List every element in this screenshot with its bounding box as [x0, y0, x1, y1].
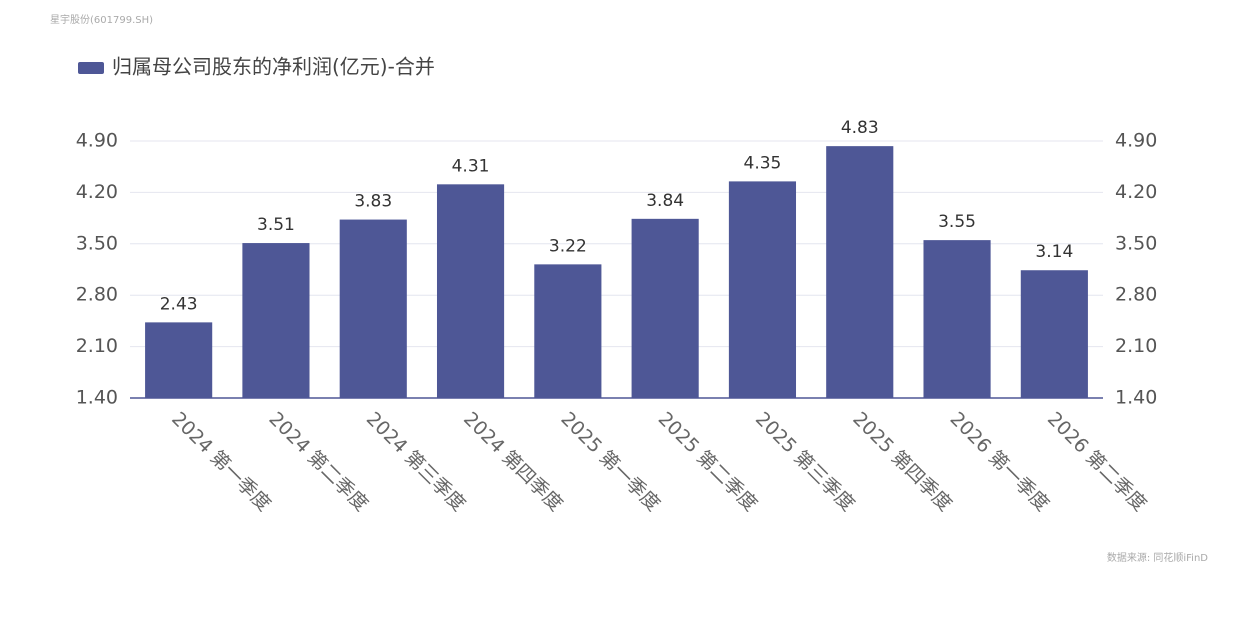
y2-tick-label: 1.40: [1115, 387, 1157, 409]
x-tick-label: 2024 第一季度: [167, 408, 275, 516]
legend-label: 归属母公司股东的净利润(亿元)-合并: [112, 55, 435, 79]
value-label: 3.14: [1035, 242, 1073, 262]
bar: [728, 181, 797, 398]
bar: [145, 322, 213, 398]
value-label: 4.31: [452, 156, 490, 176]
bar: [631, 218, 699, 398]
x-tick-label: 2025 第三季度: [751, 408, 859, 516]
x-tick-label: 2025 第四季度: [848, 408, 956, 516]
x-tick-label: 2024 第三季度: [362, 408, 470, 516]
x-tick-label: 2024 第二季度: [265, 408, 373, 516]
y-tick-label: 2.80: [76, 284, 118, 306]
x-tick-label: 2026 第一季度: [946, 408, 1054, 516]
value-label: 3.22: [549, 236, 587, 256]
value-label: 3.83: [354, 192, 392, 212]
y2-tick-label: 2.10: [1115, 335, 1157, 357]
legend-swatch: [78, 62, 104, 74]
value-label: 3.84: [646, 191, 684, 211]
x-tick-label: 2026 第二季度: [1043, 408, 1151, 516]
x-tick-label: 2025 第二季度: [654, 408, 762, 516]
bar: [826, 146, 894, 398]
x-tick-label: 2025 第一季度: [556, 408, 664, 516]
y-tick-label: 3.50: [76, 232, 118, 254]
y2-tick-label: 4.90: [1115, 130, 1157, 152]
value-label: 4.83: [841, 118, 879, 138]
bar: [242, 243, 310, 398]
value-label: 4.35: [744, 153, 782, 173]
y-tick-label: 2.10: [76, 335, 118, 357]
bar: [923, 240, 991, 398]
bar: [339, 219, 407, 398]
y-tick-label: 1.40: [76, 387, 118, 409]
footnote: 数据来源: 同花顺iFinD: [1107, 551, 1208, 564]
value-label: 2.43: [160, 294, 198, 314]
bar: [436, 184, 505, 398]
y-tick-label: 4.20: [76, 181, 118, 203]
value-label: 3.51: [257, 215, 295, 235]
y2-tick-label: 4.20: [1115, 181, 1157, 203]
y2-tick-label: 2.80: [1115, 284, 1157, 306]
bar: [534, 264, 602, 398]
x-tick-label: 2024 第四季度: [459, 408, 567, 516]
bar: [1020, 270, 1088, 398]
y2-tick-label: 3.50: [1115, 232, 1157, 254]
y-tick-label: 4.90: [76, 130, 118, 152]
source-title: 星宇股份(601799.SH): [50, 13, 153, 26]
value-label: 3.55: [938, 212, 976, 232]
